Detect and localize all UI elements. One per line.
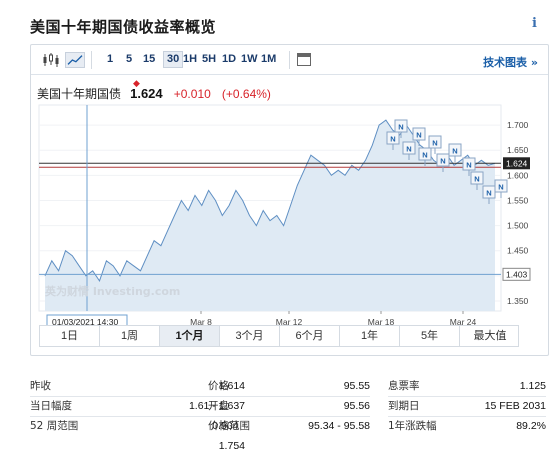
toolbar-divider xyxy=(91,51,92,69)
period-button-1w[interactable]: 1W xyxy=(241,53,258,65)
x-tick-label: Mar 18 xyxy=(368,317,395,327)
stat-label: 息票率 xyxy=(388,380,420,392)
stat-value: 15 FEB 2031 xyxy=(484,400,546,412)
range-button-2[interactable]: 1个月 xyxy=(160,326,220,346)
news-marker-label: N xyxy=(466,161,471,170)
y-tick-label: 1.350 xyxy=(507,296,529,306)
last-price-label: 1.624 xyxy=(506,158,528,168)
x-tick-label: Mar 8 xyxy=(190,317,212,327)
chart-toolbar: 1 5 15 30 1H 5H 1D 1W 1M 技术图表 » xyxy=(31,45,548,75)
stat-divider xyxy=(208,416,370,417)
stat-label: 昨收 xyxy=(30,380,51,392)
stats-row: 当日幅度 1.61 - 1.637 开盘 95.56 到期日 15 FEB 2031 xyxy=(30,396,549,417)
news-marker-label: N xyxy=(406,145,411,154)
period-button-1d[interactable]: 1D xyxy=(222,53,237,65)
y-tick-label: 1.650 xyxy=(507,145,529,155)
stat-divider xyxy=(388,416,546,417)
stat-label: 开盘 xyxy=(208,400,229,412)
stat-label: 到期日 xyxy=(388,400,420,412)
live-indicator-icon: ◆ xyxy=(133,79,140,89)
stats-row: 昨收 1.614 价格 95.55 息票率 1.125 xyxy=(30,376,549,397)
news-marker-label: N xyxy=(440,157,445,166)
crosshair-date-label: 01/03/2021 14:30 xyxy=(52,317,118,327)
y-tick-label: 1.600 xyxy=(507,170,529,180)
range-button-3[interactable]: 3个月 xyxy=(220,326,280,346)
stat-value: 0.504 - 1.754 xyxy=(212,420,245,452)
stat-divider xyxy=(388,396,546,397)
last-price-tag xyxy=(503,157,530,170)
stat-label: 52 周范围 xyxy=(30,420,79,432)
period-button-5h[interactable]: 5H xyxy=(202,53,217,65)
page-title: 美国十年期国债收益率概览 xyxy=(30,18,217,36)
stat-divider xyxy=(30,396,245,397)
news-marker-label: N xyxy=(452,147,457,156)
period-button-1m[interactable]: 1M xyxy=(261,53,277,65)
news-marker-label: N xyxy=(474,175,479,184)
price-area xyxy=(45,120,495,311)
news-marker-label: N xyxy=(422,151,427,160)
stat-divider xyxy=(208,396,370,397)
line-chart-icon[interactable] xyxy=(65,52,85,68)
y-tick-label: 1.500 xyxy=(507,221,529,231)
stat-value: 95.56 xyxy=(343,400,370,412)
stat-label: 当日幅度 xyxy=(30,400,72,412)
range-button-4[interactable]: 6个月 xyxy=(280,326,340,346)
current-price: 1.624 xyxy=(130,86,163,101)
x-tick-label: Mar 24 xyxy=(450,317,477,327)
technical-chart-link[interactable]: 技术图表 » xyxy=(483,56,538,69)
calendar-icon[interactable] xyxy=(297,53,311,66)
crosshair-value-tag xyxy=(502,267,531,281)
stat-value: 1.614 xyxy=(218,380,245,392)
stat-value: 1.61 - 1.637 xyxy=(188,400,245,412)
chart-panel: 1 5 15 30 1H 5H 1D 1W 1M 技术图表 » 美国十年期国债 ◆ 1.624 … xyxy=(30,44,549,356)
price-change-percent: (+0.64%) xyxy=(221,87,271,101)
price-line xyxy=(44,119,496,283)
candlestick-icon[interactable] xyxy=(41,52,61,68)
period-button-15[interactable]: 15 xyxy=(143,53,156,65)
stat-divider xyxy=(30,416,245,417)
period-button-1[interactable]: 1 xyxy=(107,53,114,65)
period-button-5[interactable]: 5 xyxy=(126,53,133,65)
news-marker-label: N xyxy=(416,131,421,140)
stat-label: 价格 xyxy=(208,380,229,392)
range-button-0[interactable]: 1日 xyxy=(40,326,100,346)
page-header: 美国十年期国债收益率概览 i xyxy=(0,0,554,44)
time-range-selector: 1日 1周 1个月 3个月 6个月 1年 5年 最大值 xyxy=(39,325,519,347)
stat-label: 价格范围 xyxy=(208,420,250,432)
stat-value: 89.2% xyxy=(516,420,546,432)
range-button-1[interactable]: 1周 xyxy=(100,326,160,346)
stat-value: 95.55 xyxy=(343,380,370,392)
news-marker-label: N xyxy=(432,139,437,148)
range-button-6[interactable]: 5年 xyxy=(400,326,460,346)
instrument-name: 美国十年期国债 xyxy=(37,87,122,101)
range-button-5[interactable]: 1年 xyxy=(340,326,400,346)
range-button-7[interactable]: 最大值 xyxy=(473,330,507,342)
y-tick-label: 1.450 xyxy=(507,246,529,256)
price-chart[interactable]: 1.3501.4001.4501.5001.5501.6001.6501.700… xyxy=(31,101,548,341)
news-marker-label: N xyxy=(398,123,403,132)
info-icon[interactable]: i xyxy=(532,16,537,31)
stat-value: 1.125 xyxy=(519,380,546,392)
x-tick-label: Mar 12 xyxy=(276,317,303,327)
price-change: +0.010 xyxy=(173,87,211,101)
y-tick-label: 1.700 xyxy=(507,120,529,130)
news-marker-label: N xyxy=(390,135,395,144)
watermark-logo: 英为财情 Investing.com xyxy=(44,284,180,298)
y-tick-label: 1.550 xyxy=(507,195,529,205)
stat-value: 95.34 - 95.58 xyxy=(308,420,370,432)
stats-row: 52 周范围 0.504 - 1.754 价格范围 95.34 - 95.58 1年涨跌… xyxy=(30,416,549,452)
stat-label: 1年涨跌幅 xyxy=(388,420,437,432)
toolbar-divider xyxy=(289,51,290,69)
period-button-30[interactable]: 30 xyxy=(163,51,184,68)
crosshair-value-label: 1.403 xyxy=(506,269,528,279)
period-button-1h[interactable]: 1H xyxy=(183,53,198,65)
quote-summary: 美国十年期国债 ◆ 1.624 +0.010 (+0.64%) xyxy=(37,79,271,101)
news-marker-label: N xyxy=(486,189,491,198)
news-marker-label: N xyxy=(498,183,503,192)
